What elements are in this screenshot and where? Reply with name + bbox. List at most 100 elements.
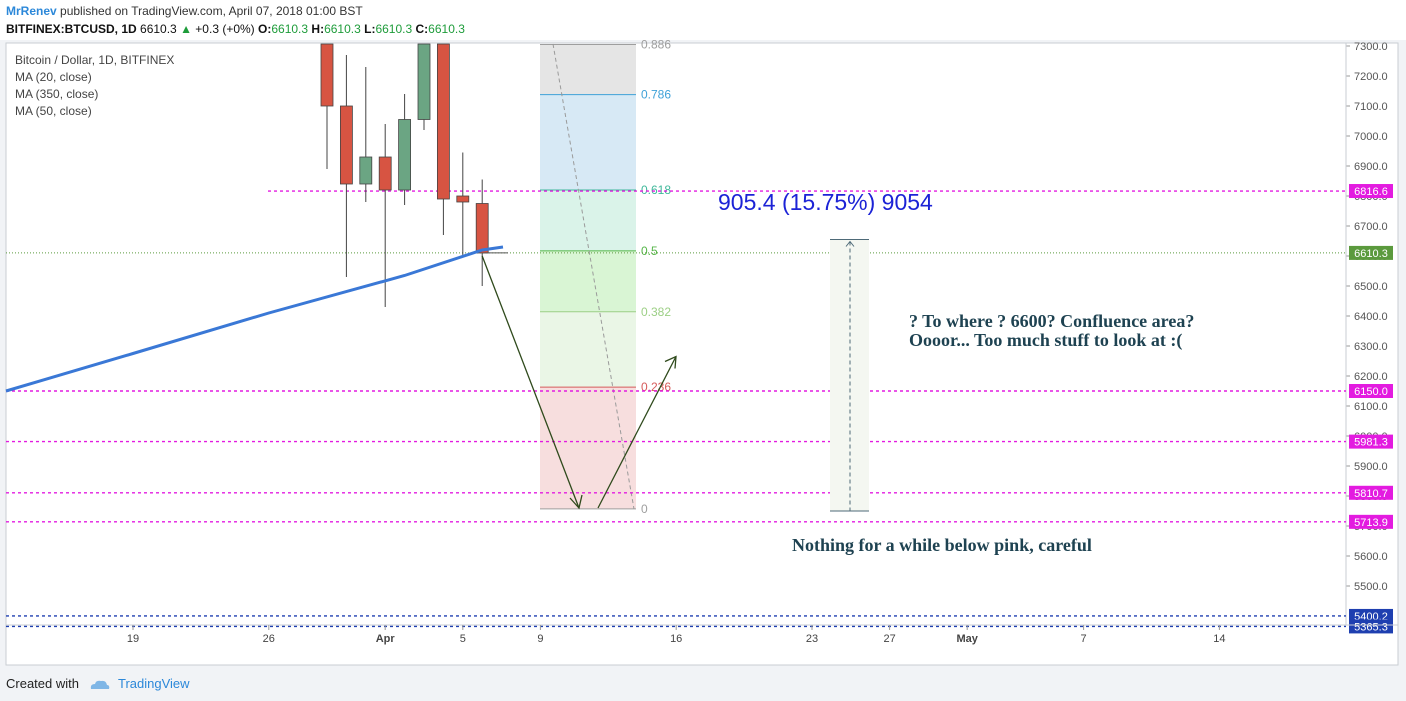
x-tick-label: 16 xyxy=(670,633,682,645)
candle-body xyxy=(359,156,373,185)
fib-label-0.618: 0.618 xyxy=(641,183,671,197)
up-arrow-icon: ▲ xyxy=(180,22,192,36)
fib-label-0.786: 0.786 xyxy=(641,88,671,102)
open-label: O: xyxy=(258,22,272,36)
level-tag-6816.6 xyxy=(1349,184,1393,199)
y-tick-label: 7000.0 xyxy=(1354,131,1388,143)
time-axis: 19 26 Apr 5 9 16 23 27 May 7 14 xyxy=(6,624,1398,645)
y-tick-label: 6900.0 xyxy=(1354,161,1388,173)
level-tag-text: 6816.6 xyxy=(1354,186,1388,198)
high-value: 6610.3 xyxy=(324,22,361,36)
legend-ma-50: MA (50, close) xyxy=(15,104,92,118)
level-tag-text: 5365.3 xyxy=(1354,621,1388,633)
open-value: 6610.3 xyxy=(271,22,309,36)
y-tick-label: 5900.0 xyxy=(1354,461,1388,473)
last-price-tag xyxy=(1349,245,1393,260)
projection-up-arrow xyxy=(597,356,677,509)
fib-retracement: 0.886 0.786 0.618 0.5 0.382 0.236 0 xyxy=(540,40,671,516)
legend-title: Bitcoin / Dollar, 1D, BITFINEX xyxy=(15,53,175,67)
fib-zone-0.618 xyxy=(540,190,636,251)
arrow-head-down-icon xyxy=(569,494,583,510)
fib-label-0: 0 xyxy=(641,502,648,516)
y-tick-label: 7100.0 xyxy=(1354,101,1388,113)
y-tick-label: 5600.0 xyxy=(1354,551,1388,563)
fib-label-0.886: 0.886 xyxy=(641,40,671,52)
x-tick-label: 26 xyxy=(263,633,275,645)
level-tag-text: 6150.0 xyxy=(1354,386,1388,398)
x-tick-label: 7 xyxy=(1081,633,1087,645)
last-price-tag-text: 6610.3 xyxy=(1354,248,1388,260)
x-tick-label: 27 xyxy=(883,633,895,645)
y-tick-label: 6700.0 xyxy=(1354,221,1388,233)
x-tick-label: Apr xyxy=(376,633,396,645)
fib-label-0.382: 0.382 xyxy=(641,305,671,319)
price-chart[interactable]: 0.886 0.786 0.618 0.5 0.382 0.236 0 5500.0 5600… xyxy=(0,40,1406,666)
low-label: L: xyxy=(364,22,376,36)
author-link[interactable]: MrRenev xyxy=(6,4,57,18)
y-tick-label: 6100.0 xyxy=(1354,401,1388,413)
high-label: H: xyxy=(311,22,325,36)
measure-label: 905.4 (15.75%) 9054 xyxy=(718,189,933,215)
legend-ma-350: MA (350, close) xyxy=(15,87,99,101)
level-tag-text: 5810.7 xyxy=(1354,488,1388,500)
last-price: 6610.3 xyxy=(140,22,177,36)
level-tag-5713.9 xyxy=(1349,514,1393,529)
symbol-label: BITFINEX:BTCUSD, 1D xyxy=(6,22,137,36)
fib-trend-line xyxy=(552,43,635,509)
top-bar: MrRenev published on TradingView.com, Ap… xyxy=(0,0,1406,40)
note-below-pink: Nothing for a while below pink, careful xyxy=(792,535,1092,555)
candle-body xyxy=(456,195,470,203)
ma-line xyxy=(5,245,504,393)
y-tick-label: 6200.0 xyxy=(1354,371,1388,383)
x-tick-label: 19 xyxy=(127,633,139,645)
x-tick-label: 14 xyxy=(1213,633,1225,645)
level-tag-6150.0 xyxy=(1349,384,1393,398)
y-tick-label: 5500.0 xyxy=(1354,581,1388,593)
projection-down-arrow xyxy=(481,255,580,509)
candle-body xyxy=(417,43,431,120)
candles xyxy=(320,43,489,307)
fib-zone-0.786 xyxy=(540,94,636,190)
fib-zone-0.5 xyxy=(540,250,636,312)
close-value: 6610.3 xyxy=(428,22,465,36)
price-tags: 6816.66150.05981.35810.75713.95400.25365… xyxy=(1349,184,1393,634)
level-tag-5365.3 xyxy=(1349,619,1393,634)
publish-text: published on TradingView.com, April 07, … xyxy=(60,4,363,18)
candle-body xyxy=(436,43,450,200)
y-tick-label: 6400.0 xyxy=(1354,311,1388,323)
tradingview-logo-icon xyxy=(90,680,109,689)
close-label: C: xyxy=(415,22,429,36)
horizontal-levels xyxy=(6,190,1346,628)
legend-ma-20: MA (20, close) xyxy=(15,70,92,84)
level-tag-text: 5981.3 xyxy=(1354,437,1388,449)
tradingview-link[interactable]: TradingView xyxy=(118,676,190,691)
x-tick-label: 5 xyxy=(460,633,466,645)
candle-body xyxy=(378,156,392,191)
candle-body xyxy=(475,203,489,254)
y-tick-label: 6300.0 xyxy=(1354,341,1388,353)
fib-zone-0.382 xyxy=(540,311,636,388)
fib-zone-0.236 xyxy=(540,387,636,509)
y-tick-label: 6500.0 xyxy=(1354,281,1388,293)
candle-body xyxy=(398,119,412,191)
candle-body xyxy=(339,105,353,185)
change-value: +0.3 (+0%) xyxy=(195,22,255,36)
publish-info: MrRenev published on TradingView.com, Ap… xyxy=(6,4,363,18)
fib-label-0.5: 0.5 xyxy=(641,244,658,258)
created-with: Created with xyxy=(6,676,79,691)
ohlc-bar: BITFINEX:BTCUSD, 1D 6610.3 ▲ +0.3 (+0%) … xyxy=(6,22,465,36)
y-tick-label: 7300.0 xyxy=(1354,41,1388,53)
note-confluence: ? To where ? 6600? Confluence area? xyxy=(909,311,1194,331)
fib-zone-0.886 xyxy=(540,44,636,95)
chart-frame xyxy=(5,42,1399,666)
candle-body xyxy=(320,43,334,107)
x-tick-label: May xyxy=(956,633,978,645)
ma-line-group xyxy=(5,245,508,393)
level-tag-5810.7 xyxy=(1349,485,1393,500)
arrow-head-up-icon xyxy=(664,355,677,369)
level-tag-5981.3 xyxy=(1349,434,1393,449)
y-tick-label: 7200.0 xyxy=(1354,71,1388,83)
note-too-much: Oooor... Too much stuff to look at :( xyxy=(909,330,1182,351)
level-tag-text: 5713.9 xyxy=(1354,517,1388,529)
low-value: 6610.3 xyxy=(375,22,413,36)
